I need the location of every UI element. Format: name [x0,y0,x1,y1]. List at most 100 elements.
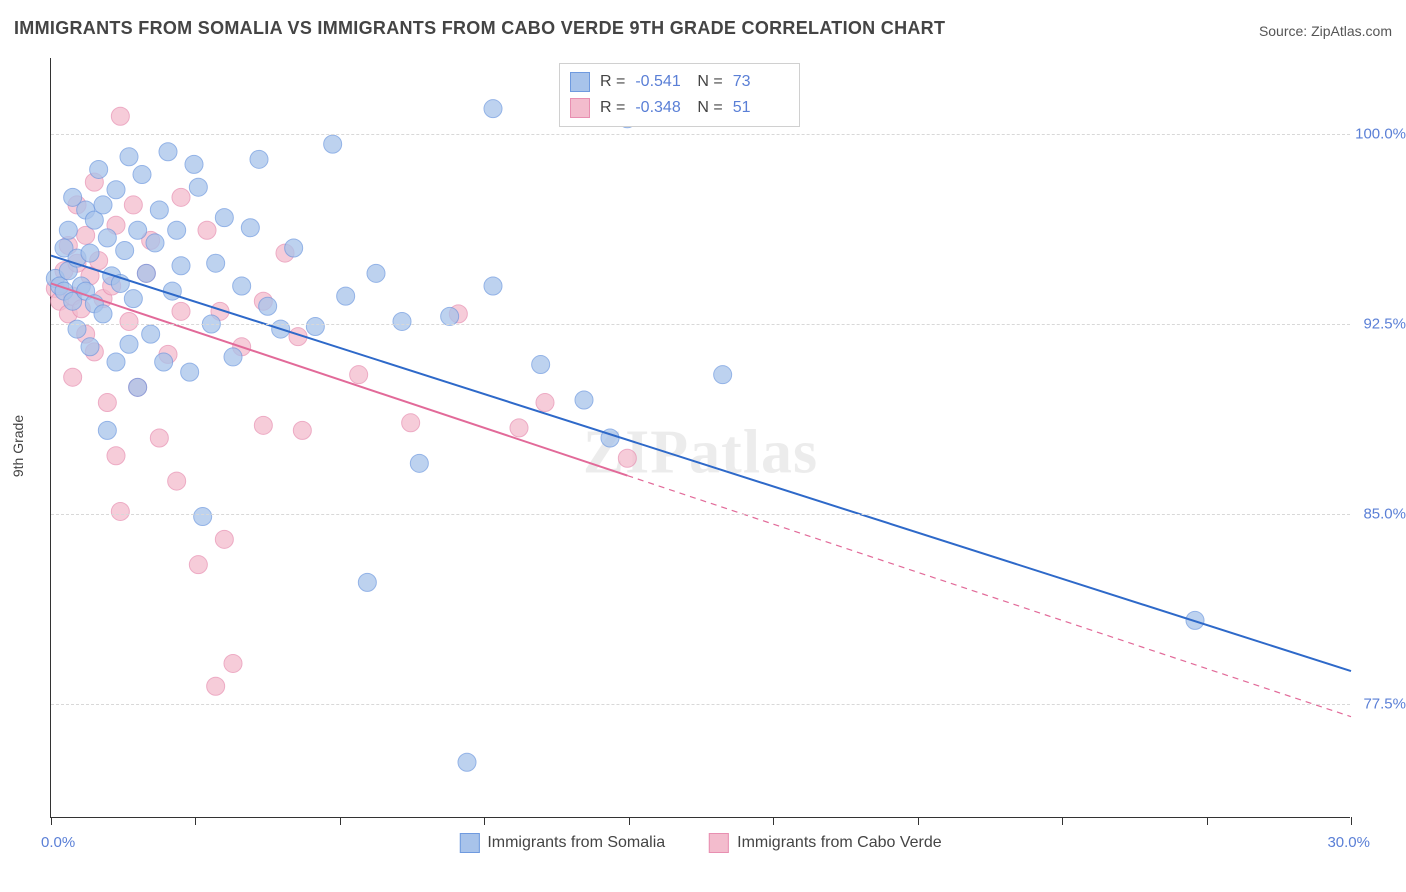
data-point [189,178,207,196]
x-tick [51,817,52,825]
data-point [94,305,112,323]
chart-title: IMMIGRANTS FROM SOMALIA VS IMMIGRANTS FR… [14,18,945,39]
data-point [168,472,186,490]
data-point [194,508,212,526]
data-point [241,219,259,237]
data-point [250,150,268,168]
data-point [142,325,160,343]
data-point [215,209,233,227]
stats-row: R = -0.348 N = 51 [570,95,785,121]
x-tick [629,817,630,825]
data-point [107,447,125,465]
x-tick [340,817,341,825]
stats-n-label: N = [697,95,722,121]
data-point [410,454,428,472]
stats-n-label: N = [697,69,722,95]
data-point [120,148,138,166]
x-tick [1351,817,1352,825]
stats-r-label: R = [600,95,625,121]
data-point [159,143,177,161]
data-point [484,100,502,118]
data-point [98,421,116,439]
stats-n-value: 51 [733,95,785,121]
data-point [172,188,190,206]
data-point [484,277,502,295]
legend-swatch [459,833,479,853]
x-tick [1207,817,1208,825]
data-point [81,338,99,356]
gridline [51,134,1350,135]
gridline [51,514,1350,515]
data-point [155,353,173,371]
x-tick [918,817,919,825]
data-point [215,530,233,548]
data-point [107,353,125,371]
stats-r-value: -0.348 [635,95,687,121]
data-point [64,368,82,386]
x-tick [773,817,774,825]
data-point [137,264,155,282]
data-point [259,297,277,315]
data-point [172,302,190,320]
data-point [133,166,151,184]
y-tick-label: 77.5% [1363,696,1406,713]
data-point [393,312,411,330]
y-axis-label: 9th Grade [10,415,26,477]
data-point [68,320,86,338]
data-point [189,556,207,574]
y-tick-label: 100.0% [1355,126,1406,143]
y-tick-label: 85.0% [1363,506,1406,523]
source-label: Source: ZipAtlas.com [1259,23,1392,39]
data-point [185,155,203,173]
data-point [124,196,142,214]
data-point [116,242,134,260]
data-point [207,254,225,272]
data-point [337,287,355,305]
regression-line-dashed [627,476,1351,717]
x-max-label: 30.0% [1327,834,1370,851]
data-point [124,290,142,308]
bottom-legend: Immigrants from Somalia Immigrants from C… [459,833,941,853]
gridline [51,324,1350,325]
data-point [107,181,125,199]
legend-label: Immigrants from Somalia [487,834,665,852]
x-tick [1062,817,1063,825]
data-point [285,239,303,257]
data-point [367,264,385,282]
chart-plot-area: ZIPatlas R =-0.541N =73R =-0.348N =51 Im… [50,58,1350,818]
data-point [458,753,476,771]
stats-r-value: -0.541 [635,69,687,95]
data-point [233,277,251,295]
data-point [358,573,376,591]
data-point [59,221,77,239]
x-tick [195,817,196,825]
data-point [150,201,168,219]
data-point [111,107,129,125]
data-point [98,394,116,412]
data-point [181,363,199,381]
legend-label: Immigrants from Cabo Verde [737,834,942,852]
stats-legend-box: R =-0.541N =73R =-0.348N =51 [559,63,800,127]
legend-swatch [709,833,729,853]
legend-swatch [570,98,590,118]
data-point [536,394,554,412]
data-point [293,421,311,439]
data-point [120,335,138,353]
data-point [441,307,459,325]
legend-swatch [570,72,590,92]
data-point [510,419,528,437]
y-tick-label: 92.5% [1363,316,1406,333]
data-point [129,378,147,396]
x-min-label: 0.0% [41,834,75,851]
stats-r-label: R = [600,69,625,95]
data-point [120,312,138,330]
data-point [575,391,593,409]
x-tick [484,817,485,825]
regression-line [51,256,1351,671]
data-point [172,257,190,275]
legend-item: Immigrants from Cabo Verde [709,833,942,853]
data-point [94,196,112,214]
data-point [532,356,550,374]
data-point [324,135,342,153]
data-point [714,366,732,384]
